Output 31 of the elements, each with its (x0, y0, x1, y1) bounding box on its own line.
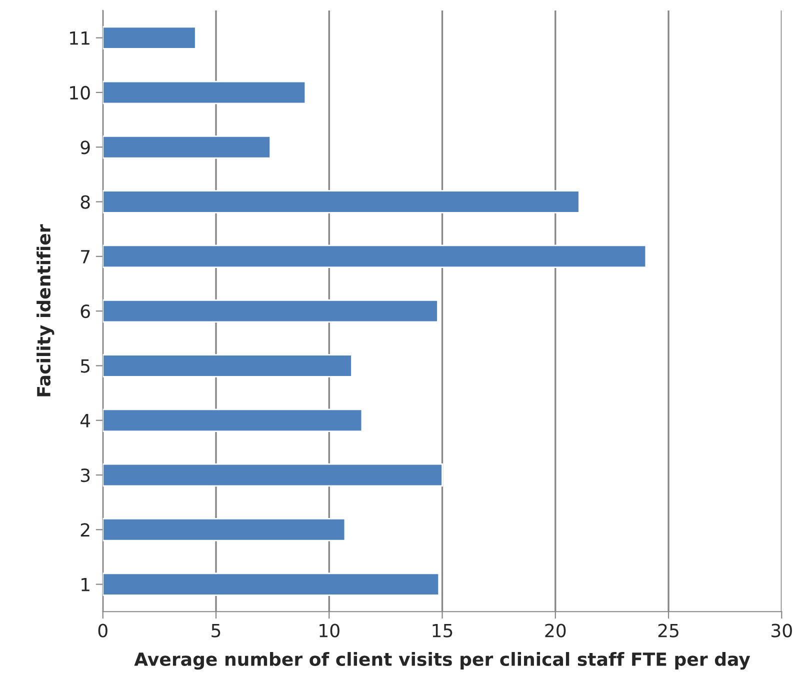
bar (102, 135, 271, 159)
y-tick-label: 11 (70, 32, 90, 45)
y-tick-label: 1 (82, 578, 90, 592)
x-tick-label: 10 (320, 624, 340, 638)
x-tick-label: 0 (98, 624, 108, 638)
x-axis-title: Average number of client visits per clinical staff FTE per day (134, 652, 750, 670)
bar (102, 518, 346, 542)
bar (102, 572, 440, 596)
y-tick-label: 3 (80, 468, 90, 482)
y-tick-label: 6 (80, 304, 90, 318)
bar (102, 26, 196, 50)
bar (102, 244, 647, 268)
x-tick-label: 30 (772, 624, 792, 638)
bar (102, 408, 363, 432)
y-tick-label: 9 (80, 140, 90, 154)
bar (102, 190, 580, 214)
x-tick-label: 15 (432, 624, 452, 638)
y-tick-label: 10 (70, 86, 90, 100)
x-tick-label: 20 (545, 624, 566, 638)
bar (102, 354, 352, 378)
x-tick-label: 25 (658, 624, 678, 638)
y-tick-label: 8 (80, 195, 90, 209)
bar (102, 463, 443, 487)
x-tick-label: 5 (212, 624, 220, 638)
y-tick-label: 7 (81, 250, 90, 264)
y-tick-label: 5 (80, 359, 90, 373)
bar (102, 299, 438, 323)
y-tick-label: 2 (80, 523, 90, 537)
y-axis-title: Facility identifier (36, 224, 54, 396)
y-tick-label: 4 (80, 414, 90, 428)
bar (102, 80, 306, 104)
